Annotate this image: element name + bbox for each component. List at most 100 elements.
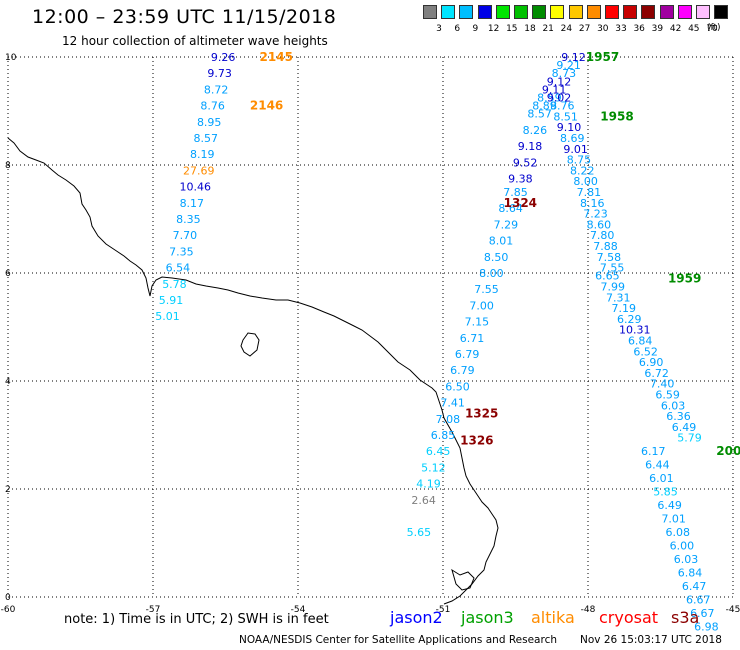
wave-height-value: 5.65 [407,526,432,539]
wave-height-value: 6.84 [628,335,653,348]
wave-height-value: 9.10 [557,121,582,134]
track-t1957: 9.129.218.739.129.118.598.898.578.269.18… [407,51,586,539]
wave-height-value: 9.38 [508,173,533,186]
wave-height-value: 6.03 [661,399,686,412]
wave-height-value: 8.59 [537,92,562,105]
wave-height-value: 7.40 [650,378,675,391]
wave-height-value: 8.76 [200,100,225,113]
wave-height-value: 8.00 [479,267,504,280]
wave-height-value: 5.01 [155,310,180,323]
wave-height-value: 6.50 [445,380,470,393]
wave-height-value: 6.01 [649,472,674,485]
track-t1959: 6.657.997.317.196.2910.316.846.526.906.7… [595,270,702,445]
wave-height-value: 6.49 [672,421,697,434]
wave-height-value: 10.46 [180,181,212,194]
scale-swatch [532,5,547,19]
scale-swatch [514,5,528,19]
wave-height-value: 7.31 [606,291,631,304]
scale-unit: (ft) [707,23,721,33]
wave-height-value: 5.78 [162,278,187,291]
wave-height-value: 8.01 [489,235,514,248]
scale-label: 42 [669,24,682,34]
wave-height-value: 8.95 [197,116,222,129]
scale-label: 24 [560,24,573,34]
wave-height-value: 6.79 [450,364,475,377]
satellite-label-jason3: jason3 [461,608,514,627]
wave-height-value: 8.16 [580,197,605,210]
lat-tick-label: 4 [5,377,11,387]
wave-height-value: 8.22 [570,164,595,177]
wave-height-value: 6.49 [657,499,682,512]
wave-height-value: 7.23 [583,208,608,221]
wave-height-value: 10.31 [619,324,651,337]
wave-height-value: 8.51 [553,110,578,123]
satellite-label-s3a: s3a [671,608,700,627]
wave-height-value: 6.00 [670,540,695,553]
wave-height-value: 7.19 [612,302,637,315]
pass-time-label: 1326 [460,433,493,447]
wave-height-value: 9.21 [556,59,581,72]
scale-label: 36 [633,24,645,34]
wave-height-value: 8.57 [193,132,218,145]
pass-time-label: 2146 [250,99,283,113]
wave-height-value: 7.00 [469,299,494,312]
axis-tick-labels: -60 -57 -54 -51 -48 -45 0 2 4 6 8 10 [1,53,740,615]
scale-label: 30 [597,24,609,34]
scale-label: 3 [436,24,442,34]
wave-height-value: 6.59 [655,389,680,402]
wave-height-value: 5.12 [421,461,446,474]
scale-swatch [696,5,710,19]
lon-tick-label: -51 [436,605,451,615]
wave-height-value: 4.19 [416,478,441,491]
scale-swatch [477,5,492,19]
satellite-label-jason2: jason2 [390,608,443,627]
wave-height-value: 8.50 [484,251,509,264]
scale-swatch [586,5,601,19]
wave-height-value: 9.52 [513,156,538,169]
wave-height-value: 8.75 [567,154,592,167]
wave-height-value: 8.19 [190,148,215,161]
wave-height-value: 9.12 [561,51,586,64]
footnote: note: 1) Time is in UTC; 2) SWH is in fe… [64,612,329,627]
wave-height-value: 7.08 [436,413,461,426]
scale-label: 33 [615,24,627,34]
wave-height-value: 9.11 [542,83,567,96]
wave-height-value: 9.02 [547,92,572,105]
wave-height-value: 6.36 [666,410,691,423]
wave-height-value: 8.60 [587,218,612,231]
wave-height-value: 7.80 [590,229,615,242]
wave-height-value: 6.90 [639,356,664,369]
island-path [240,332,260,357]
scale-label: 39 [651,24,664,34]
track-t2145: 9.26 9.73 8.72 8.76 8.95 8.57 8.19 27.69 10.46 8.… [155,51,235,323]
wave-height-value: 6.71 [460,332,485,345]
lon-tick-label: -45 [726,605,740,615]
wave-height-value: 7.85 [503,186,528,199]
scale-swatch [659,5,674,19]
coastline-path [7,137,499,605]
wave-height-value: 8.35 [176,213,201,226]
scale-swatch [441,5,456,19]
pass-time-label: 1959 [668,271,701,285]
lat-tick-label: 8 [5,161,11,171]
wave-height-value: 6.29 [617,313,642,326]
scale-swatch [459,5,474,19]
scale-label: 45 [688,24,700,34]
wave-height-value: 6.47 [682,580,707,593]
scale-swatch [550,5,565,19]
timestamp: Nov 26 15:03:17 UTC 2018 [580,634,722,646]
wave-height-value: 8.89 [532,100,557,113]
wave-height-value: 9.18 [518,140,543,153]
lat-tick-label: 6 [5,269,11,279]
wave-height-value: 2.64 [411,494,436,507]
scale-label: 9 [472,24,479,34]
scale-swatch [677,5,692,19]
wave-height-value: 9.73 [207,67,232,80]
wave-height-value: 9.26 [211,51,236,64]
wave-height-value: 6.45 [426,445,451,458]
lat-tick-label: 2 [5,485,11,495]
wave-height-value: 7.99 [601,281,626,294]
pass-time-label: 1958 [600,109,633,123]
wave-height-value: 5.91 [159,294,184,307]
lon-tick-label: -48 [581,605,596,615]
